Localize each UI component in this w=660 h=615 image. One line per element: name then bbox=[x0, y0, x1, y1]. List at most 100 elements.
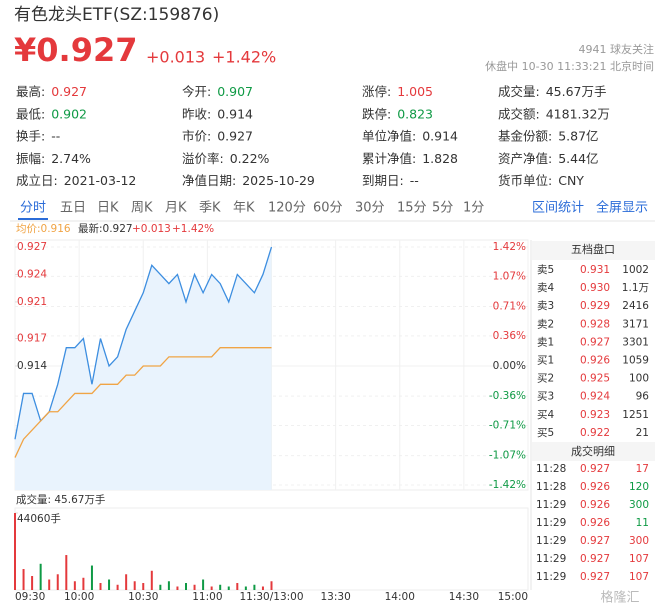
ob-price: 0.926 bbox=[580, 355, 610, 367]
tab[interactable]: 日K bbox=[97, 201, 119, 216]
ob-side: 买3 bbox=[537, 391, 554, 403]
tab[interactable]: 15分 bbox=[397, 201, 427, 216]
stat-value: -- bbox=[51, 128, 60, 143]
volume-bar bbox=[14, 513, 16, 590]
volume-bar bbox=[22, 569, 25, 590]
stat: 最低: 0.902 bbox=[16, 106, 87, 121]
ob-side: 卖3 bbox=[537, 300, 554, 312]
stat-value: 0.22% bbox=[230, 150, 270, 165]
stat-label: 成交量: bbox=[498, 84, 540, 99]
stat-label: 净值日期: bbox=[182, 173, 236, 188]
y2-tick-label: -1.07% bbox=[489, 450, 526, 462]
stat: 溢价率: 0.22% bbox=[182, 150, 270, 165]
stat-label: 基金份额: bbox=[498, 128, 552, 143]
trade-price: 0.926 bbox=[580, 499, 610, 511]
volume-bar bbox=[244, 586, 247, 590]
tab[interactable]: 5分 bbox=[432, 201, 453, 216]
tab[interactable]: 120分 bbox=[268, 201, 306, 216]
stat-label: 到期日: bbox=[362, 173, 404, 188]
ob-price: 0.927 bbox=[580, 336, 610, 348]
stat-label: 最低: bbox=[16, 106, 45, 121]
tab[interactable]: 五日 bbox=[60, 201, 86, 216]
watermark: 格隆汇 bbox=[600, 590, 639, 606]
volume-bar bbox=[90, 565, 93, 590]
tab[interactable]: 月K bbox=[165, 201, 187, 216]
stat-value: 2025-10-29 bbox=[242, 173, 315, 188]
avg-line bbox=[14, 347, 272, 458]
y2-tick-label: 0.00% bbox=[493, 360, 526, 372]
volume-bar bbox=[133, 581, 136, 590]
y2-tick-label: 1.07% bbox=[493, 270, 526, 282]
stat-value: 0.907 bbox=[217, 84, 253, 99]
volume-bar bbox=[176, 586, 179, 590]
stat: 货币单位: CNY bbox=[498, 173, 584, 188]
volume-bar bbox=[48, 579, 51, 590]
tab[interactable]: 1分 bbox=[463, 201, 484, 216]
stat-label: 成立日: bbox=[16, 173, 58, 188]
stat-label: 跌停: bbox=[362, 106, 391, 121]
x-tick-label: 11:00 bbox=[192, 591, 222, 603]
ob-side: 买2 bbox=[537, 373, 554, 385]
ob-volume: 1251 bbox=[622, 409, 649, 421]
stat: 振幅: 2.74% bbox=[16, 150, 91, 165]
trade-time: 11:28 bbox=[536, 481, 566, 493]
tab[interactable]: 30分 bbox=[355, 201, 385, 216]
price-line bbox=[14, 246, 273, 440]
volume-bar bbox=[65, 555, 68, 590]
ob-side: 买1 bbox=[537, 355, 554, 367]
stat-value: 5.87亿 bbox=[558, 128, 598, 143]
stat-value: 2021-03-12 bbox=[64, 173, 137, 188]
stat: 到期日: -- bbox=[362, 173, 419, 188]
stat-value: 45.67万手 bbox=[546, 84, 607, 99]
stat-label: 成交额: bbox=[498, 106, 540, 121]
trade-price: 0.926 bbox=[580, 517, 610, 529]
ob-price: 0.930 bbox=[580, 282, 610, 294]
stat-value: 0.927 bbox=[51, 84, 87, 99]
x-tick-label: 14:00 bbox=[385, 591, 415, 603]
tab[interactable]: 周K bbox=[131, 201, 153, 216]
stat: 市价: 0.927 bbox=[182, 128, 253, 143]
stat-value: 4181.32万 bbox=[546, 106, 610, 121]
order-book-title: 五档盘口 bbox=[571, 242, 615, 256]
change: +0.013 bbox=[146, 48, 205, 67]
x-tick-label: 13:30 bbox=[320, 591, 350, 603]
volume-bar bbox=[261, 586, 264, 590]
ob-side: 卖4 bbox=[537, 282, 554, 294]
stat-label: 资产净值: bbox=[498, 150, 552, 165]
tab[interactable]: 分时 bbox=[20, 201, 46, 216]
stat: 换手: -- bbox=[16, 128, 60, 143]
trade-price: 0.927 bbox=[580, 535, 610, 547]
tab[interactable]: 60分 bbox=[313, 201, 343, 216]
stat-value: 1.005 bbox=[397, 84, 433, 99]
change-pct: +1.42% bbox=[212, 48, 276, 67]
ob-side: 买4 bbox=[537, 409, 554, 421]
trade-time: 11:29 bbox=[536, 571, 566, 583]
stat-value: 0.914 bbox=[217, 106, 253, 121]
ob-price: 0.924 bbox=[580, 391, 610, 403]
tab[interactable]: 年K bbox=[233, 201, 255, 216]
volume-bar bbox=[253, 584, 256, 590]
stat-value: 0.823 bbox=[397, 106, 433, 121]
followers[interactable]: 4941 球友关注 bbox=[579, 42, 655, 56]
ob-price: 0.931 bbox=[580, 264, 610, 276]
volume-bar bbox=[31, 576, 34, 590]
y2-tick-label: -1.42% bbox=[489, 479, 526, 491]
x-tick-label: 15:00 bbox=[498, 591, 528, 603]
status: 休盘中 10-30 11:33:21 北京时间 bbox=[485, 59, 654, 73]
stat-label: 最高: bbox=[16, 84, 45, 99]
y2-tick-label: 0.36% bbox=[493, 330, 526, 342]
volume-bar bbox=[150, 570, 153, 590]
link[interactable]: 区间统计 bbox=[532, 201, 584, 216]
ob-volume: 100 bbox=[629, 373, 649, 385]
y2-tick-label: -0.36% bbox=[489, 390, 526, 402]
link[interactable]: 全屏显示 bbox=[596, 200, 648, 216]
trade-time: 11:29 bbox=[536, 553, 566, 565]
trade-volume: 300 bbox=[629, 535, 649, 547]
stat: 净值日期: 2025-10-29 bbox=[182, 173, 315, 188]
x-tick-label: 11:30/13:00 bbox=[239, 591, 303, 603]
y-tick-label: 0.921 bbox=[17, 296, 47, 308]
trade-volume: 17 bbox=[636, 463, 649, 475]
tab[interactable]: 季K bbox=[199, 201, 221, 216]
ob-side: 卖1 bbox=[537, 336, 554, 348]
stat-value: CNY bbox=[558, 173, 584, 188]
